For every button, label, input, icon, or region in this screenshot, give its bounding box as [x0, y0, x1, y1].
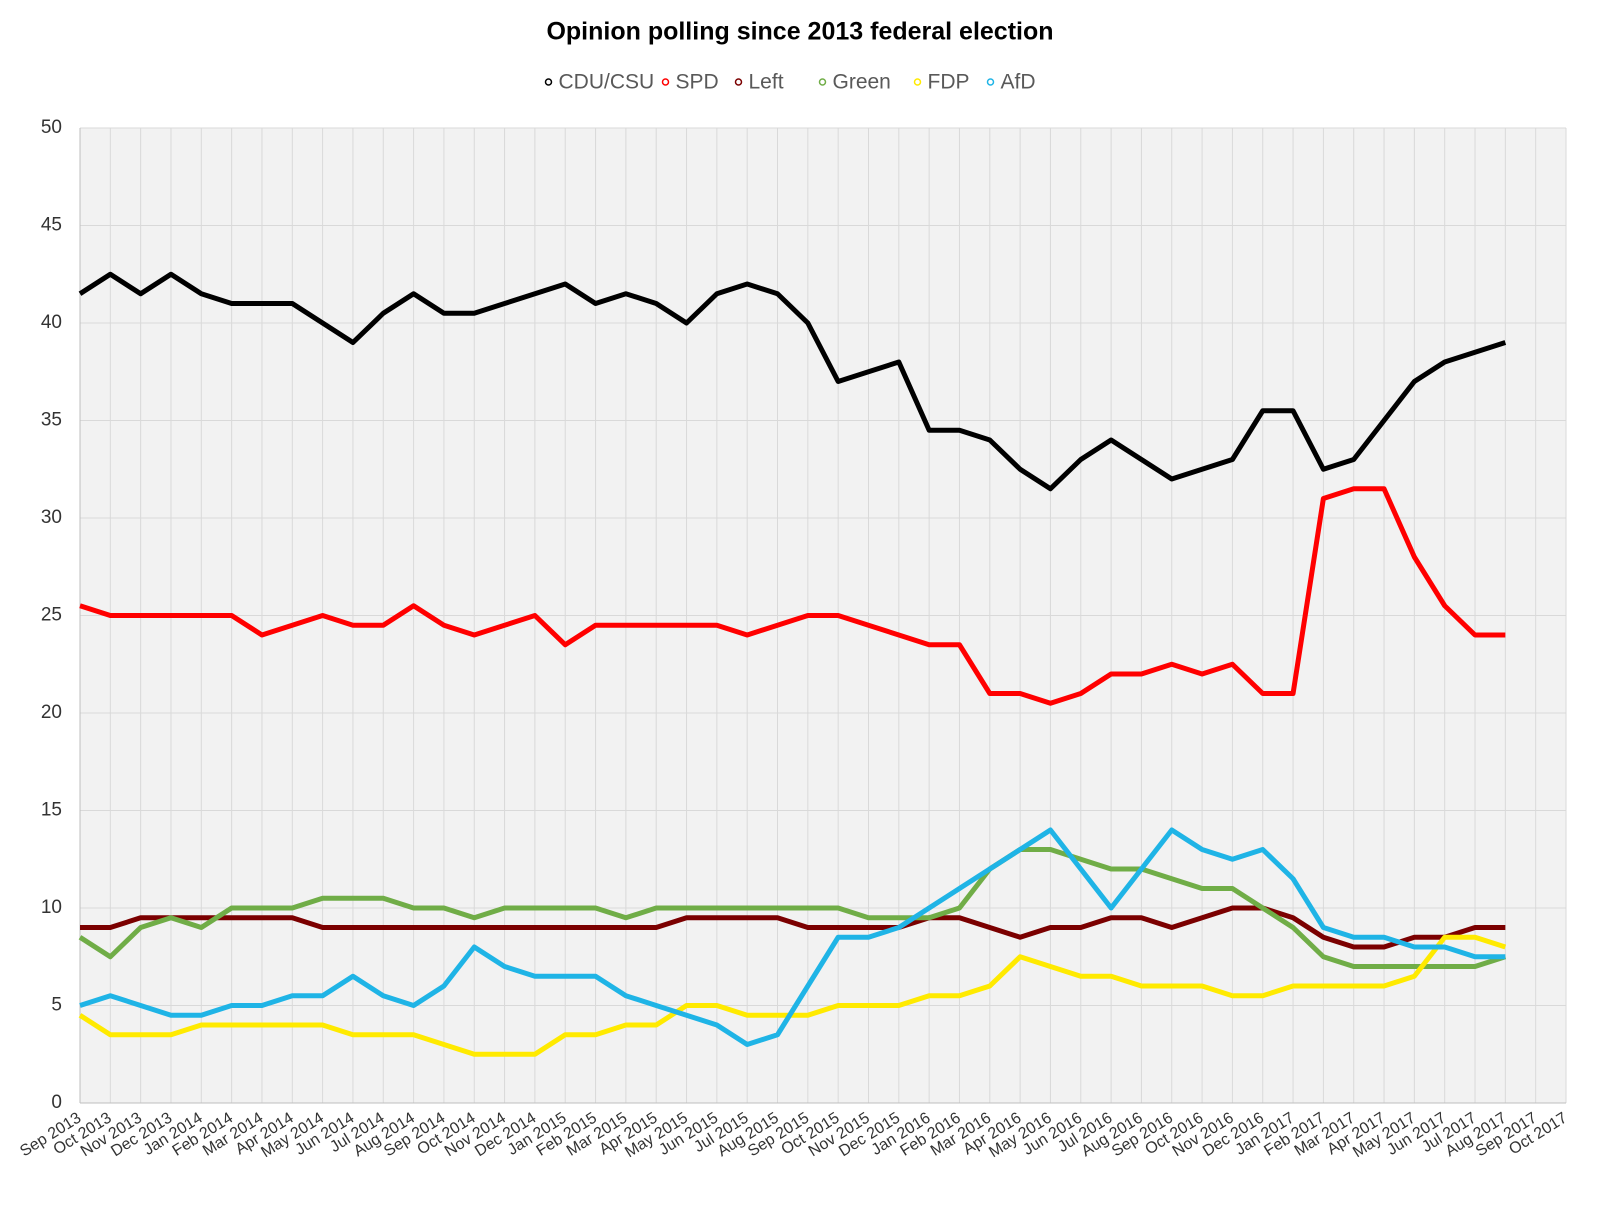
y-tick-label: 25: [41, 605, 62, 626]
y-tick-label: 5: [51, 995, 62, 1016]
y-tick-label: 0: [51, 1092, 62, 1113]
legend-label: Left: [749, 71, 784, 94]
series-line: [78, 271, 1507, 492]
legend-marker: [913, 78, 922, 86]
legend-label: FDP: [928, 71, 970, 94]
legend-label: CDU/CSU: [559, 71, 655, 94]
chart-title: Opinion polling since 2013 federal elect…: [546, 18, 1053, 46]
legend-marker: [661, 78, 670, 86]
series-line: [79, 486, 1506, 706]
legend-label: SPD: [676, 71, 719, 94]
legend-marker: [986, 78, 995, 86]
series-line: [78, 847, 1507, 969]
y-tick-label: 40: [41, 312, 62, 333]
y-tick-label: 10: [41, 897, 62, 918]
y-tick-label: 30: [41, 507, 62, 528]
legend-label: AfD: [1001, 71, 1036, 94]
y-tick-label: 50: [41, 117, 62, 138]
legend-marker: [734, 78, 743, 86]
legend-label: Green: [833, 71, 891, 94]
legend: CDU/CSU SPD Left Green FDP AfD: [544, 71, 1036, 94]
series-line: [78, 934, 1507, 1057]
y-tick-label: 20: [41, 702, 62, 723]
series-line: [79, 827, 1506, 1047]
legend-marker: [818, 78, 827, 86]
legend-marker: [544, 78, 553, 86]
y-tick-label: 15: [41, 800, 62, 821]
y-tick-label: 45: [41, 215, 62, 236]
y-tick-label: 35: [41, 410, 62, 431]
